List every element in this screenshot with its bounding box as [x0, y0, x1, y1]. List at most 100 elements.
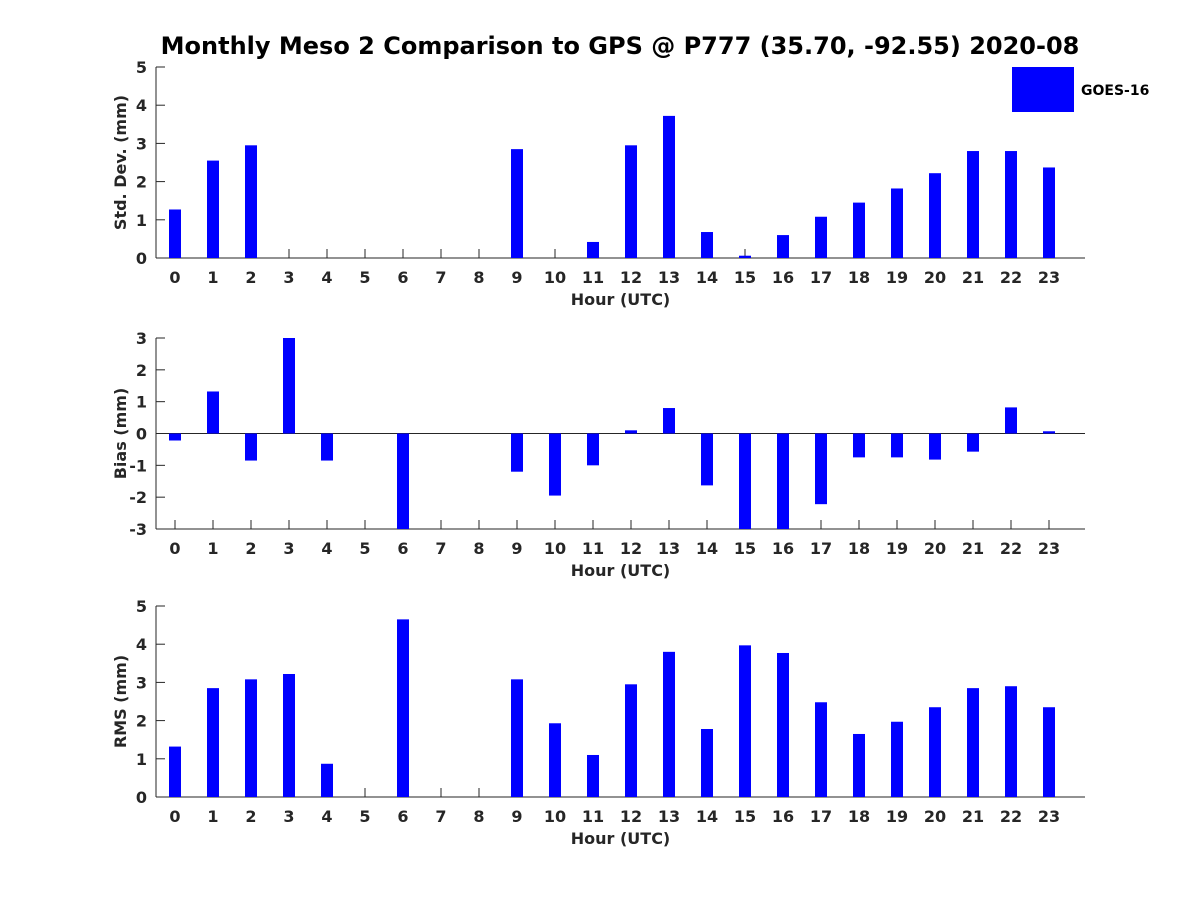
std-dev-x-tick-label: 15 [734, 268, 756, 287]
bias-y-tick-label: -1 [129, 456, 147, 475]
std-dev-x-tick-label: 11 [582, 268, 604, 287]
std-dev-x-tick-label: 10 [544, 268, 566, 287]
rms-x-tick-label: 17 [810, 807, 832, 826]
std-dev-x-tick-label: 6 [397, 268, 408, 287]
std-dev-bar-hour-2 [245, 145, 257, 258]
bias-bar-hour-12 [625, 430, 637, 434]
rms-bar-hour-21 [967, 688, 979, 797]
rms-bar-hour-22 [1005, 686, 1017, 797]
std-dev-y-label: Std. Dev. (mm) [111, 95, 130, 230]
rms-y-tick-label: 5 [136, 597, 147, 616]
rms-x-tick-label: 0 [169, 807, 180, 826]
rms-x-tick-label: 22 [1000, 807, 1022, 826]
rms-x-tick-label: 16 [772, 807, 794, 826]
std-dev-x-label: Hour (UTC) [571, 290, 671, 309]
rms-y-label: RMS (mm) [111, 655, 130, 748]
std-dev-x-tick-label: 23 [1038, 268, 1060, 287]
bias-bar-hour-23 [1043, 431, 1055, 434]
std-dev-y-tick-label: 0 [136, 249, 147, 268]
bias-x-tick-label: 15 [734, 539, 756, 558]
std-dev-bar-hour-19 [891, 188, 903, 258]
rms-y-tick-label: 2 [136, 712, 147, 731]
bias-bar-hour-16 [777, 433, 789, 529]
rms-x-tick-label: 21 [962, 807, 984, 826]
std-dev-bar-hour-17 [815, 216, 827, 258]
rms-bar-hour-16 [777, 652, 789, 797]
rms-bar-hour-10 [549, 723, 561, 797]
rms-x-tick-label: 7 [435, 807, 446, 826]
bias-bar-hour-11 [587, 433, 599, 466]
rms-x-tick-label: 18 [848, 807, 870, 826]
bias-x-tick-label: 9 [511, 539, 522, 558]
bias-bar-hour-1 [207, 391, 219, 434]
bias-bar-hour-18 [853, 433, 865, 458]
rms-bar-hour-19 [891, 721, 903, 797]
rms-bar-hour-12 [625, 684, 637, 797]
bias-x-tick-label: 8 [473, 539, 484, 558]
rms-y-tick-label: 1 [136, 750, 147, 769]
rms-bar-hour-23 [1043, 707, 1055, 797]
std-dev-bar-hour-21 [967, 151, 979, 258]
std-dev-x-tick-label: 19 [886, 268, 908, 287]
bias-x-tick-label: 16 [772, 539, 794, 558]
rms-x-tick-label: 5 [359, 807, 370, 826]
rms-x-tick-label: 3 [283, 807, 294, 826]
bias-bar-hour-21 [967, 433, 979, 452]
bias-y-tick-label: 0 [136, 425, 147, 444]
rms-y-tick-label: 3 [136, 673, 147, 692]
std-dev-x-tick-label: 7 [435, 268, 446, 287]
bias-bar-hour-6 [397, 433, 409, 529]
rms-x-label: Hour (UTC) [571, 829, 671, 848]
bias-x-tick-label: 13 [658, 539, 680, 558]
bias-x-tick-label: 21 [962, 539, 984, 558]
bias-x-tick-label: 11 [582, 539, 604, 558]
rms-x-tick-label: 1 [207, 807, 218, 826]
bias-x-tick-label: 18 [848, 539, 870, 558]
bias-bar-hour-19 [891, 433, 903, 458]
bias-bar-hour-14 [701, 433, 713, 486]
bias-x-tick-label: 6 [397, 539, 408, 558]
bias-bar-hour-2 [245, 433, 257, 461]
rms-bar-hour-20 [929, 707, 941, 797]
std-dev-bar-hour-9 [511, 149, 523, 258]
std-dev-x-tick-label: 5 [359, 268, 370, 287]
std-dev-bar-hour-22 [1005, 151, 1017, 258]
bias-x-tick-label: 22 [1000, 539, 1022, 558]
std-dev-x-tick-label: 16 [772, 268, 794, 287]
std-dev-x-tick-label: 18 [848, 268, 870, 287]
bias-x-label: Hour (UTC) [571, 561, 671, 580]
std-dev-y-tick-label: 4 [136, 96, 147, 115]
rms-x-tick-label: 14 [696, 807, 718, 826]
rms-bar-hour-9 [511, 679, 523, 797]
bias-x-tick-label: 0 [169, 539, 180, 558]
std-dev-x-tick-label: 22 [1000, 268, 1022, 287]
std-dev-x-tick-label: 20 [924, 268, 946, 287]
rms-bar-hour-0 [169, 746, 181, 797]
std-dev-x-tick-label: 14 [696, 268, 718, 287]
std-dev-x-tick-label: 2 [245, 268, 256, 287]
std-dev-bar-hour-18 [853, 202, 865, 258]
std-dev-x-tick-label: 21 [962, 268, 984, 287]
std-dev-x-tick-label: 8 [473, 268, 484, 287]
bias-bar-hour-0 [169, 433, 181, 441]
bias-y-tick-label: -2 [129, 488, 147, 507]
rms-x-tick-label: 6 [397, 807, 408, 826]
rms-x-tick-label: 12 [620, 807, 642, 826]
rms-bar-hour-13 [663, 651, 675, 797]
std-dev-x-tick-label: 12 [620, 268, 642, 287]
bias-y-tick-label: 3 [136, 329, 147, 348]
bias-x-tick-label: 2 [245, 539, 256, 558]
bias-bar-hour-17 [815, 433, 827, 505]
rms-y-tick-label: 4 [136, 635, 147, 654]
bias-x-tick-label: 4 [321, 539, 332, 558]
rms-x-tick-label: 9 [511, 807, 522, 826]
rms-bar-hour-2 [245, 679, 257, 797]
bias-bar-hour-3 [283, 338, 295, 434]
bias-x-tick-label: 12 [620, 539, 642, 558]
std-dev-bar-hour-23 [1043, 167, 1055, 258]
rms-x-tick-label: 2 [245, 807, 256, 826]
bias-x-tick-label: 1 [207, 539, 218, 558]
